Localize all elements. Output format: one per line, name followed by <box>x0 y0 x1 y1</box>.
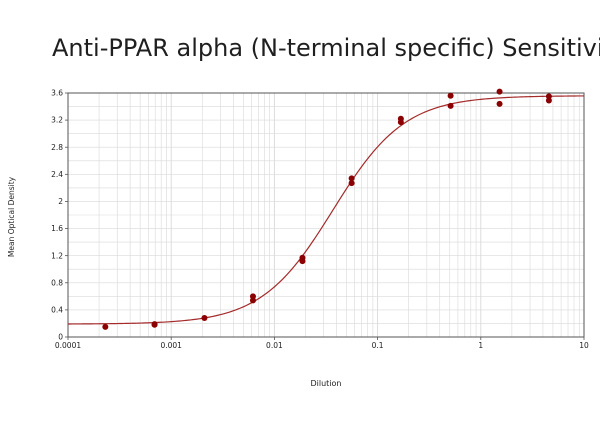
y-tick-label: 2.4 <box>51 170 63 179</box>
data-point <box>447 92 454 99</box>
y-axis: 0 0.4 0.8 1.2 1.6 2 2.4 2.8 3.2 3.6 <box>51 89 68 342</box>
data-point <box>299 258 306 265</box>
plot-frame <box>67 92 585 338</box>
data-point <box>151 321 158 328</box>
grid-layer <box>67 93 584 337</box>
y-tick-label: 2 <box>58 197 63 206</box>
chart-title: Anti-PPAR alpha (N-terminal specific) Se… <box>52 34 600 62</box>
y-tick-label: 0 <box>58 333 63 342</box>
y-tick-label: 1.6 <box>51 224 63 233</box>
data-point <box>348 180 355 187</box>
x-tick-label: 0.1 <box>372 341 384 350</box>
x-tick-label: 0.0001 <box>55 341 81 350</box>
fit-curve <box>67 95 585 325</box>
x-tick-label: 0.001 <box>160 341 182 350</box>
data-point <box>496 100 503 107</box>
data-point <box>249 297 256 304</box>
data-point <box>447 102 454 109</box>
y-tick-label: 3.2 <box>51 116 63 125</box>
data-points <box>102 88 552 330</box>
data-point <box>397 119 404 126</box>
x-axis-label: Dilution <box>311 379 342 388</box>
x-tick-label: 0.01 <box>266 341 283 350</box>
data-point <box>102 323 109 330</box>
x-tick-label: 1 <box>478 341 483 350</box>
y-axis-label: Mean Optical Density <box>7 176 16 257</box>
x-axis: 0.0001 0.001 0.01 0.1 1 10 <box>55 337 589 350</box>
y-tick-label: 3.6 <box>51 89 63 98</box>
y-tick-label: 0.8 <box>51 278 63 287</box>
data-point <box>496 88 503 95</box>
y-tick-label: 0.4 <box>51 305 63 314</box>
data-point <box>348 175 355 182</box>
data-point <box>201 315 208 322</box>
x-tick-label: 10 <box>579 341 589 350</box>
y-tick-label: 1.2 <box>51 251 63 260</box>
data-point <box>545 97 552 104</box>
y-tick-label: 2.8 <box>51 143 63 152</box>
